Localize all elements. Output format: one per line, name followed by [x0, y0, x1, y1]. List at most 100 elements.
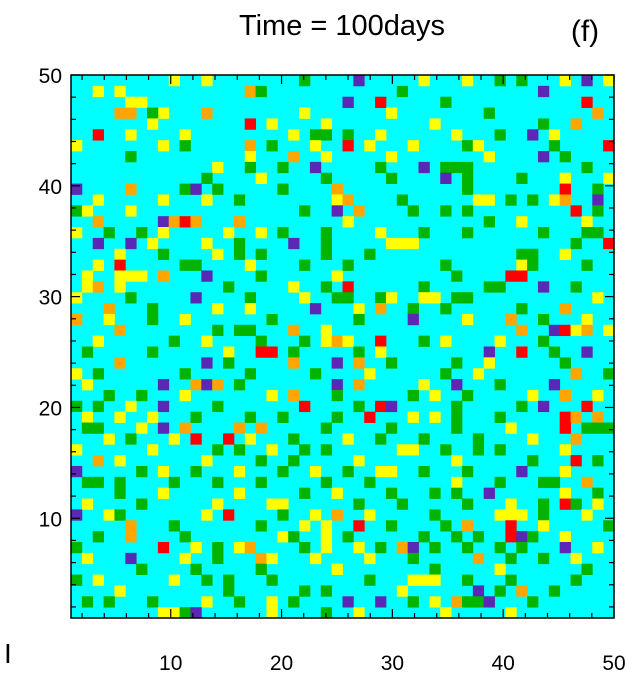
heatmap-cell [364, 411, 376, 423]
heatmap-cell [483, 194, 495, 206]
heatmap-cell [190, 216, 202, 228]
y-tick-label: 20 [39, 397, 62, 420]
heatmap-cell [201, 379, 213, 391]
heatmap-cell [179, 607, 191, 619]
heatmap-cell [364, 140, 376, 152]
heatmap-cell [71, 465, 83, 478]
heatmap-cell [581, 563, 593, 575]
heatmap-cell [592, 205, 604, 217]
heatmap-cell [385, 487, 398, 499]
heatmap-cell [581, 75, 593, 87]
heatmap-cell [483, 216, 495, 228]
heatmap-cell [505, 313, 517, 326]
heatmap-cell [375, 465, 387, 478]
heatmap-cell [429, 292, 441, 304]
heatmap-cell [103, 227, 115, 239]
heatmap-cell [451, 161, 463, 174]
heatmap-cell [418, 465, 430, 478]
heatmap-cell [440, 161, 452, 174]
heatmap-cell [461, 75, 474, 87]
heatmap-cell [570, 455, 582, 467]
heatmap-cell [288, 346, 300, 358]
heatmap-cell [147, 411, 159, 423]
heatmap-cell [592, 389, 604, 402]
heatmap-cell [92, 422, 104, 434]
heatmap-cell [201, 335, 213, 347]
heatmap-cell [92, 281, 104, 293]
heatmap-cell [201, 270, 213, 282]
heatmap-cell [168, 520, 180, 532]
heatmap-cell [505, 498, 517, 510]
heatmap-cell [331, 509, 343, 521]
heatmap-cell [505, 194, 517, 206]
heatmap-cell [157, 487, 170, 499]
heatmap-cell [527, 248, 539, 261]
heatmap-cell [494, 129, 506, 141]
heatmap-cell [201, 75, 213, 87]
heatmap-cell [125, 433, 137, 445]
heatmap-cell [288, 151, 300, 163]
heatmap-cell [299, 487, 311, 499]
heatmap-cell [125, 237, 137, 250]
heatmap-cell [516, 509, 528, 521]
heatmap-cell [559, 498, 571, 510]
heatmap-cell [603, 520, 615, 532]
heatmap-cell [483, 357, 495, 369]
heatmap-cell [125, 552, 137, 565]
heatmap-cell [309, 552, 322, 565]
heatmap-cell [157, 400, 170, 413]
heatmap-cell [451, 270, 463, 282]
heatmap-cell [320, 444, 333, 456]
heatmap-cell [179, 216, 191, 228]
y-tick-label: 40 [39, 176, 62, 199]
heatmap-cell [92, 476, 104, 489]
heatmap-cell [92, 237, 104, 250]
heatmap-cell [451, 357, 463, 369]
heatmap-cell [277, 411, 289, 423]
heatmap-cell [190, 433, 202, 445]
heatmap-cell [581, 216, 593, 228]
heatmap-cell [396, 498, 409, 510]
chart-title: Time = 100days [239, 10, 445, 42]
heatmap-cell [288, 129, 300, 141]
heatmap-cell [92, 574, 104, 586]
heatmap-cell [320, 172, 333, 184]
heatmap-cell [125, 292, 137, 304]
heatmap-cell [429, 509, 441, 521]
heatmap-cell [92, 455, 104, 467]
heatmap-cell [255, 346, 267, 358]
heatmap-cell [494, 585, 506, 597]
heatmap-cell [212, 541, 224, 554]
heatmap-cell [592, 487, 604, 499]
heatmap-cell [201, 107, 213, 119]
heatmap-cell [353, 346, 365, 358]
heatmap-cell [288, 357, 300, 369]
heatmap-cell [440, 520, 452, 532]
heatmap-cell [331, 335, 343, 347]
heatmap-cell [179, 422, 191, 434]
heatmap-cell [114, 270, 126, 282]
heatmap-cell [114, 476, 126, 489]
heatmap-cell [81, 476, 94, 489]
heatmap-cell [537, 509, 550, 521]
heatmap-cell [71, 400, 83, 413]
heatmap-cell [103, 389, 115, 402]
heatmap-cell [385, 237, 398, 250]
heatmap-cell [537, 476, 550, 489]
heatmap-cell [201, 509, 213, 521]
heatmap-cell [255, 563, 267, 575]
heatmap-cell [570, 574, 582, 586]
heatmap-cell [299, 259, 311, 271]
heatmap-cell [548, 140, 561, 152]
heatmap-cell [168, 433, 180, 445]
heatmap-cell [461, 520, 474, 532]
heatmap-cell [505, 520, 517, 532]
heatmap-cell [385, 292, 398, 304]
heatmap-cell [255, 172, 267, 184]
heatmap-cell [255, 248, 267, 261]
heatmap-cell [505, 422, 517, 434]
heatmap-cell [429, 487, 441, 499]
heatmap-cell [385, 400, 398, 413]
heatmap-cell [179, 140, 191, 152]
heatmap-cell [201, 455, 213, 467]
